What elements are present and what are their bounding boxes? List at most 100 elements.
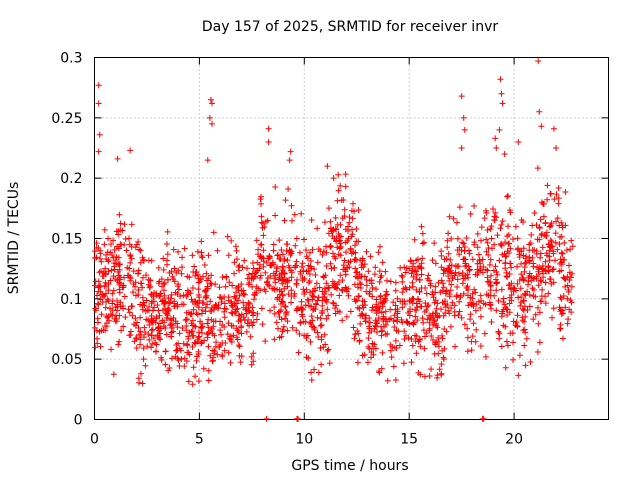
data-point — [552, 230, 559, 237]
data-point — [430, 336, 437, 343]
data-point — [183, 322, 190, 329]
data-point — [176, 330, 183, 337]
data-point — [447, 287, 454, 294]
data-point — [249, 322, 256, 329]
data-point — [261, 286, 268, 293]
data-point — [387, 347, 394, 354]
data-point — [282, 197, 289, 204]
data-point — [352, 256, 359, 263]
data-point — [513, 319, 520, 326]
data-point — [383, 288, 390, 295]
data-point — [164, 276, 171, 283]
data-point — [137, 370, 144, 377]
data-point — [279, 263, 286, 270]
data-point — [159, 283, 166, 290]
data-point — [117, 299, 124, 306]
data-point — [228, 237, 235, 244]
data-point — [526, 258, 533, 265]
data-point — [373, 306, 380, 313]
data-point — [555, 184, 562, 191]
data-point — [95, 288, 102, 295]
data-point — [543, 232, 550, 239]
data-point — [419, 255, 426, 262]
data-point — [165, 300, 172, 307]
data-point — [354, 284, 361, 291]
data-point — [439, 280, 446, 287]
data-point — [387, 306, 394, 313]
data-point — [307, 338, 314, 345]
data-point — [135, 375, 142, 382]
data-point — [460, 275, 467, 282]
data-point — [401, 336, 408, 343]
data-point — [431, 350, 438, 357]
data-point — [498, 242, 505, 249]
data-point — [148, 327, 155, 334]
y-axis-label: SRMTID / TECUs — [6, 182, 22, 295]
data-point — [363, 282, 370, 289]
data-point — [114, 303, 121, 310]
data-point — [216, 344, 223, 351]
data-point — [207, 298, 214, 305]
data-point — [246, 279, 253, 286]
data-point — [438, 332, 445, 339]
data-point — [236, 267, 243, 274]
data-point — [352, 331, 359, 338]
data-point — [473, 326, 480, 333]
data-point — [203, 294, 210, 301]
data-point — [401, 264, 408, 271]
data-point — [332, 305, 339, 312]
data-point — [504, 233, 511, 240]
data-point — [162, 348, 169, 355]
data-point — [105, 313, 112, 320]
data-point — [519, 274, 526, 281]
data-point — [470, 300, 477, 307]
data-point — [221, 300, 228, 307]
data-point — [498, 90, 505, 97]
data-point — [272, 183, 279, 190]
data-point — [288, 299, 295, 306]
data-point — [137, 259, 144, 266]
data-point — [438, 277, 445, 284]
data-point — [483, 248, 490, 255]
data-point — [365, 335, 372, 342]
data-point — [108, 346, 115, 353]
data-point — [241, 257, 248, 264]
data-point — [189, 344, 196, 351]
data-point — [324, 347, 331, 354]
data-point — [380, 313, 387, 320]
data-point — [97, 282, 104, 289]
data-point — [334, 244, 341, 251]
data-point — [352, 242, 359, 249]
data-point — [279, 291, 286, 298]
data-point — [399, 304, 406, 311]
data-point — [302, 247, 309, 254]
data-point — [339, 277, 346, 284]
data-point — [508, 297, 515, 304]
data-point — [166, 269, 173, 276]
data-point — [95, 82, 102, 89]
data-point — [293, 281, 300, 288]
data-point — [485, 292, 492, 299]
data-point — [358, 264, 365, 271]
data-point — [288, 274, 295, 281]
data-point — [198, 340, 205, 347]
data-point — [535, 320, 542, 327]
data-point — [204, 285, 211, 292]
data-point — [495, 328, 502, 335]
data-point — [330, 175, 337, 182]
data-point — [267, 307, 274, 314]
data-point — [102, 327, 109, 334]
data-point — [438, 370, 445, 377]
data-point — [265, 138, 272, 145]
data-point — [97, 250, 104, 257]
data-point — [465, 274, 472, 281]
data-point — [155, 325, 162, 332]
data-point — [310, 324, 317, 331]
data-point — [160, 266, 167, 273]
data-point — [258, 213, 265, 220]
data-point — [102, 304, 109, 311]
data-point — [454, 263, 461, 270]
data-point — [208, 281, 215, 288]
data-point — [456, 204, 463, 211]
data-point — [227, 359, 234, 366]
